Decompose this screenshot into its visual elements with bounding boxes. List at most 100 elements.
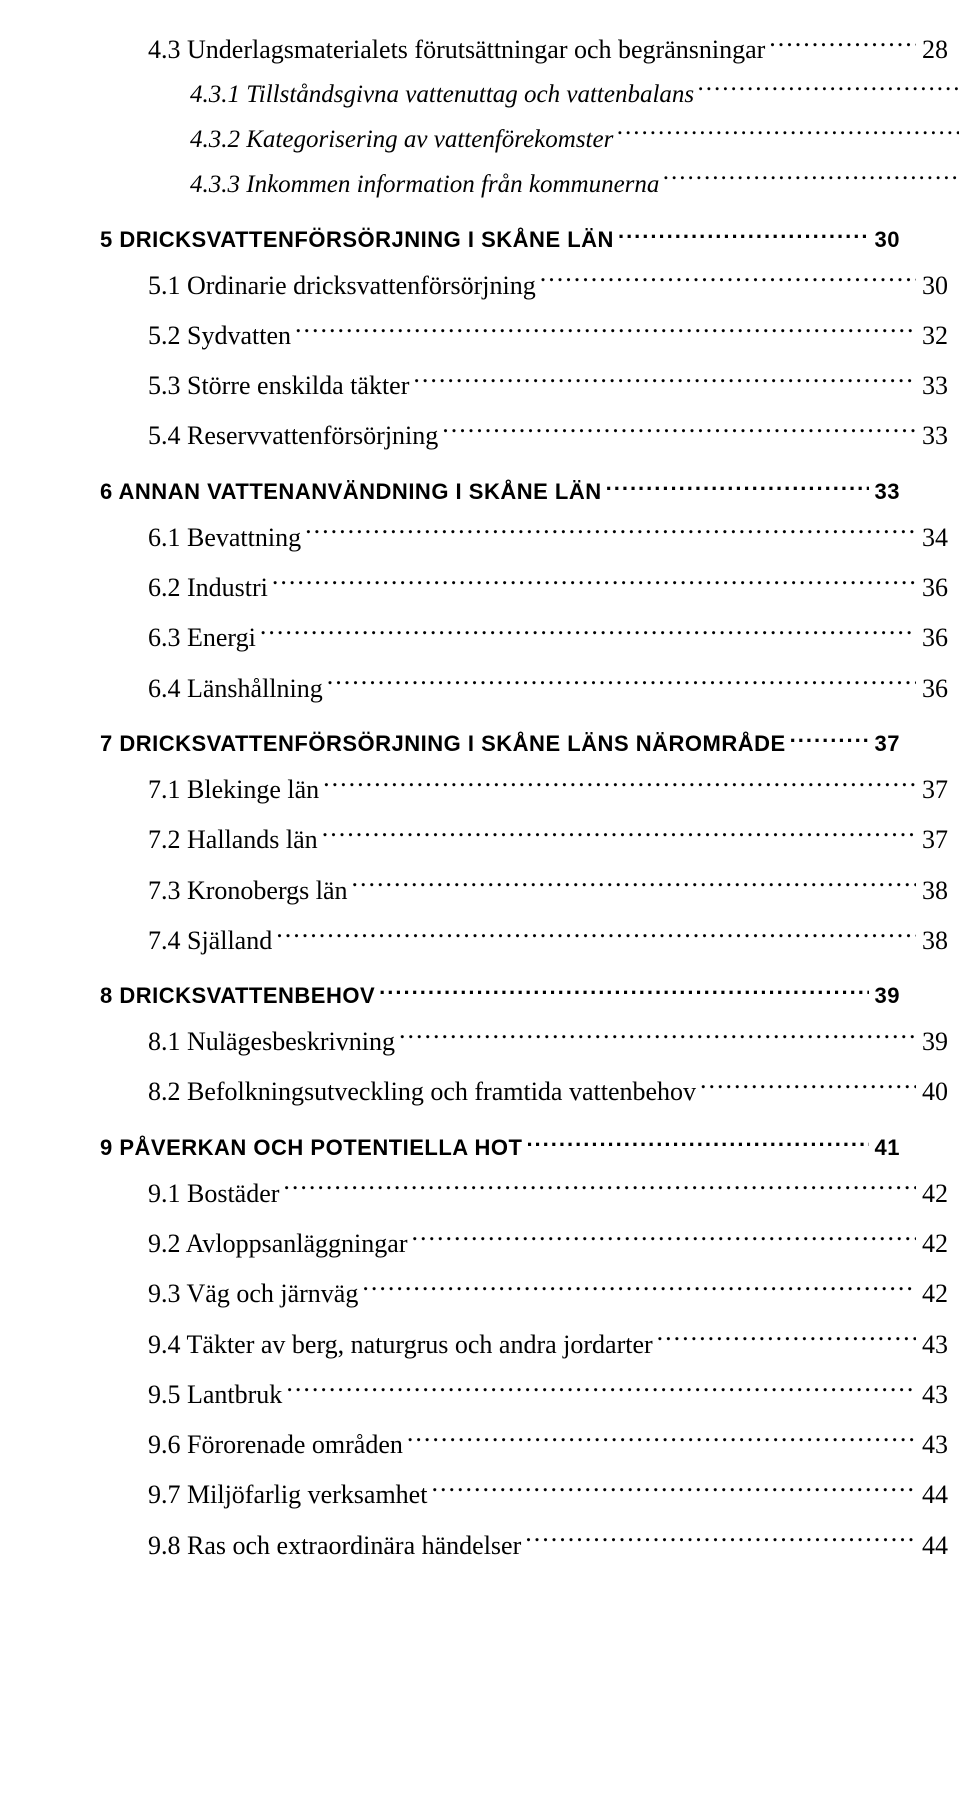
toc-entry-label: 7.1 Blekinge län [148,770,323,810]
toc-leader-dots [663,167,959,192]
toc-entry-label: 6.3 Energi [148,618,260,658]
toc-entry: 8.1 Nulägesbeskrivning 39 [148,1022,948,1062]
toc-entry-page: 37 [916,770,948,810]
toc-entry-label: 9.7 Miljöfarlig verksamhet [148,1475,431,1515]
toc-leader-dots [362,1276,916,1302]
toc-leader-dots [327,671,916,697]
toc-entry: 6 ANNAN VATTENANVÄNDNING I SKÅNE LÄN 33 [100,475,900,508]
toc-leader-dots [525,1528,916,1554]
toc-entry-label: 5.4 Reservvattenförsörjning [148,416,442,456]
toc-leader-dots [790,729,869,751]
toc-leader-dots [442,418,916,444]
toc-entry-label: 9.4 Täkter av berg, naturgrus och andra … [148,1325,657,1365]
toc-entry-label: 4.3.2 Kategorisering av vattenförekomste… [190,121,617,160]
toc-entry-page: 44 [916,1475,948,1515]
toc-leader-dots [606,477,869,499]
toc-leader-dots [618,225,869,247]
toc-entry: 5.1 Ordinarie dricksvattenförsörjning30 [148,266,948,306]
toc-leader-dots [272,570,916,596]
toc-entry-label: 9 PÅVERKAN OCH POTENTIELLA HOT [100,1131,526,1164]
toc-entry-page: 28 [916,30,948,70]
toc-leader-dots [617,122,959,147]
toc-entry-page: 33 [916,366,948,406]
toc-leader-dots [526,1133,868,1155]
toc-entry-label: 5.3 Större enskilda täkter [148,366,413,406]
toc-entry-label: 4.3.1 Tillståndsgivna vattenuttag och va… [190,76,698,115]
toc-entry: 9.8 Ras och extraordinära händelser 44 [148,1526,948,1566]
toc-leader-dots [295,318,916,344]
toc-leader-dots [657,1327,916,1353]
toc-entry-page: 44 [916,1526,948,1566]
toc-entry-page: 43 [916,1325,948,1365]
toc-entry: 6.3 Energi 36 [148,618,948,658]
toc-entry-label: 6.1 Bevattning [148,518,305,558]
toc-entry-label: 6.4 Länshållning [148,669,327,709]
toc-entry-label: 9.1 Bostäder [148,1174,283,1214]
toc-entry-page: 38 [916,871,948,911]
toc-entry-page: 36 [916,669,948,709]
toc-entry-page: 42 [916,1224,948,1264]
toc-entry-page: 43 [916,1375,948,1415]
toc-leader-dots [323,772,916,798]
toc-entry: 7.2 Hallands län37 [148,820,948,860]
toc-entry-page: 30 [869,223,900,256]
toc-entry: 4.3.1 Tillståndsgivna vattenuttag och va… [190,76,960,115]
toc-entry-page: 33 [916,416,948,456]
toc-leader-dots [286,1377,916,1403]
toc-entry: 9.2 Avloppsanläggningar 42 [148,1224,948,1264]
toc-leader-dots [700,1074,916,1100]
toc-entry-label: 6 ANNAN VATTENANVÄNDNING I SKÅNE LÄN [100,475,606,508]
toc-entry-label: 8.1 Nulägesbeskrivning [148,1022,399,1062]
toc-leader-dots [276,923,916,949]
toc-entry-label: 9.8 Ras och extraordinära händelser [148,1526,525,1566]
toc-entry: 6.1 Bevattning 34 [148,518,948,558]
toc-entry-label: 9.5 Lantbruk [148,1375,286,1415]
toc-entry: 9.6 Förorenade områden43 [148,1425,948,1465]
toc-leader-dots [305,520,916,546]
toc-entry-label: 8 DRICKSVATTENBEHOV [100,979,379,1012]
toc-entry-label: 8.2 Befolkningsutveckling och framtida v… [148,1072,700,1112]
toc-entry: 6.2 Industri 36 [148,568,948,608]
toc-entry-label: 9.3 Väg och järnväg [148,1274,362,1314]
toc-entry: 5.2 Sydvatten32 [148,316,948,356]
toc-page: 4.3 Underlagsmaterialets förutsättningar… [0,0,960,1796]
toc-entry-page: 39 [916,1022,948,1062]
toc-entry: 5.3 Större enskilda täkter 33 [148,366,948,406]
toc-entry: 9 PÅVERKAN OCH POTENTIELLA HOT41 [100,1131,900,1164]
toc-leader-dots [698,77,959,102]
toc-entry-page: 38 [916,921,948,961]
toc-entry-label: 4.3.3 Inkommen information från kommuner… [190,166,663,205]
toc-leader-dots [769,32,916,58]
toc-entry-page: 34 [916,518,948,558]
toc-entry-page: 42 [916,1274,948,1314]
toc-entry: 4.3 Underlagsmaterialets förutsättningar… [148,30,948,70]
toc-entry-label: 7.4 Själland [148,921,276,961]
toc-entry-label: 7 DRICKSVATTENFÖRSÖRJNING I SKÅNE LÄNS N… [100,727,790,760]
toc-entry-page: 37 [869,727,900,760]
toc-entry: 7.1 Blekinge län 37 [148,770,948,810]
toc-entry-page: 39 [869,979,900,1012]
toc-entry: 4.3.2 Kategorisering av vattenförekomste… [190,121,960,160]
toc-entry: 7 DRICKSVATTENFÖRSÖRJNING I SKÅNE LÄNS N… [100,727,900,760]
toc-entry-page: 32 [916,316,948,356]
toc-entry-label: 5.1 Ordinarie dricksvattenförsörjning [148,266,540,306]
toc-entry: 5 DRICKSVATTENFÖRSÖRJNING I SKÅNE LÄN30 [100,223,900,256]
toc-entry-page: 40 [916,1072,948,1112]
toc-leader-dots [379,981,868,1003]
toc-entry-label: 9.2 Avloppsanläggningar [148,1224,411,1264]
toc-entry-page: 36 [916,618,948,658]
toc-entry-page: 42 [916,1174,948,1214]
toc-entry-page: 33 [869,475,900,508]
toc-entry: 9.1 Bostäder 42 [148,1174,948,1214]
toc-entry-label: 7.3 Kronobergs län [148,871,352,911]
toc-entry: 9.3 Väg och järnväg 42 [148,1274,948,1314]
toc-leader-dots [407,1427,916,1453]
toc-entry: 7.4 Själland 38 [148,921,948,961]
toc-entry-page: 36 [916,568,948,608]
toc-leader-dots [352,873,916,899]
toc-leader-dots [322,822,916,848]
toc-entry: 9.4 Täkter av berg, naturgrus och andra … [148,1325,948,1365]
toc-leader-dots [411,1226,916,1252]
toc-entry-label: 6.2 Industri [148,568,272,608]
toc-leader-dots [540,268,916,294]
